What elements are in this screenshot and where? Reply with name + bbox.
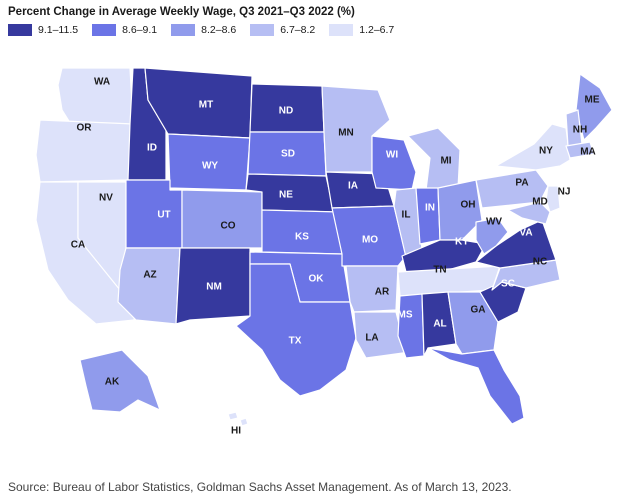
state-wv [475, 217, 509, 255]
legend-label: 8.6–9.1 [122, 24, 158, 36]
state-hi [227, 411, 249, 427]
us-state-map: WA OR CA NV ID MT WY UT AZ CO NM ND SD NE KS OK TX MN IA MO… [35, 67, 613, 437]
state-label-ks: KS [295, 232, 309, 243]
state-label-nd: ND [279, 106, 293, 117]
legend-label: 6.7–8.2 [280, 24, 316, 36]
legend: 9.1–11.5 8.6–9.1 8.2–8.6 6.7–8.2 1.2–6.7 [8, 24, 394, 36]
state-label-nc: NC [533, 257, 547, 268]
state-label-or: OR [77, 123, 93, 134]
state-label-nj: NJ [558, 187, 571, 198]
state-label-wy: WY [202, 161, 218, 172]
state-label-az: AZ [143, 270, 156, 281]
state-label-ca: CA [71, 240, 85, 251]
state-pa [475, 169, 549, 209]
state-label-nv: NV [99, 193, 113, 204]
source-note: Source: Bureau of Labor Statistics, Gold… [8, 480, 512, 494]
state-label-mi: MI [440, 156, 451, 167]
legend-item: 9.1–11.5 [8, 24, 78, 36]
state-label-oh: OH [461, 200, 476, 211]
legend-label: 9.1–11.5 [38, 24, 79, 36]
state-label-la: LA [365, 333, 378, 344]
state-label-sc: SC [501, 279, 515, 290]
state-label-ky: KY [455, 237, 469, 248]
state-ms [397, 293, 425, 359]
state-label-id: ID [147, 143, 157, 154]
legend-item: 6.7–8.2 [250, 24, 315, 36]
legend-swatch [171, 24, 196, 36]
state-label-me: ME [585, 95, 600, 106]
state-label-al: AL [433, 319, 446, 330]
state-nm [175, 247, 251, 325]
state-label-fl: FL [508, 366, 520, 377]
state-label-ma: MA [580, 147, 596, 158]
legend-item: 1.2–6.7 [329, 24, 394, 36]
state-fl [427, 347, 525, 425]
state-label-ne: NE [279, 190, 293, 201]
state-oh [437, 179, 483, 241]
state-label-pa: PA [515, 178, 528, 189]
state-label-nm: NM [206, 282, 222, 293]
state-label-ga: GA [471, 305, 486, 316]
state-label-nh: NH [573, 125, 587, 136]
state-in [415, 187, 441, 245]
state-label-sd: SD [281, 149, 295, 160]
state-me [575, 73, 613, 141]
state-ut [125, 179, 183, 249]
state-label-mo: MO [362, 235, 378, 246]
state-label-ms: MS [398, 310, 413, 321]
state-ak [79, 349, 161, 413]
state-ar [345, 265, 399, 313]
state-label-ok: OK [309, 274, 325, 285]
state-label-co: CO [221, 221, 236, 232]
legend-swatch [8, 24, 32, 36]
state-label-ut: UT [157, 210, 170, 221]
state-label-ny: NY [539, 146, 553, 157]
legend-swatch [92, 24, 117, 36]
legend-swatch [329, 24, 354, 36]
state-wi [371, 135, 417, 191]
state-label-mt: MT [199, 100, 213, 111]
state-co [181, 189, 263, 249]
legend-label: 1.2–6.7 [359, 24, 395, 36]
state-label-mn: MN [338, 128, 354, 139]
chart-title: Percent Change in Average Weekly Wage, Q… [8, 6, 355, 18]
state-label-ar: AR [375, 287, 390, 298]
state-label-md: MD [532, 197, 548, 208]
state-label-ak: AK [105, 377, 120, 388]
state-label-wa: WA [94, 77, 110, 88]
state-tx [235, 263, 357, 397]
state-md [507, 201, 551, 225]
state-ma [565, 141, 595, 159]
state-label-wv: WV [486, 217, 502, 228]
state-nj [545, 185, 561, 213]
state-or [35, 119, 134, 183]
state-al [421, 291, 457, 357]
state-label-va: VA [519, 228, 532, 239]
state-label-in: IN [425, 203, 435, 214]
state-label-hi: HI [231, 426, 241, 437]
state-mi [407, 127, 461, 191]
state-label-il: IL [402, 210, 411, 221]
state-label-tn: TN [433, 265, 446, 276]
state-label-tx: TX [289, 336, 302, 347]
legend-swatch [250, 24, 275, 36]
state-label-wi: WI [386, 150, 398, 161]
state-ny [495, 123, 571, 171]
legend-item: 8.6–9.1 [92, 24, 157, 36]
state-label-ia: IA [348, 181, 358, 192]
legend-label: 8.2–8.6 [201, 24, 237, 36]
legend-item: 8.2–8.6 [171, 24, 236, 36]
